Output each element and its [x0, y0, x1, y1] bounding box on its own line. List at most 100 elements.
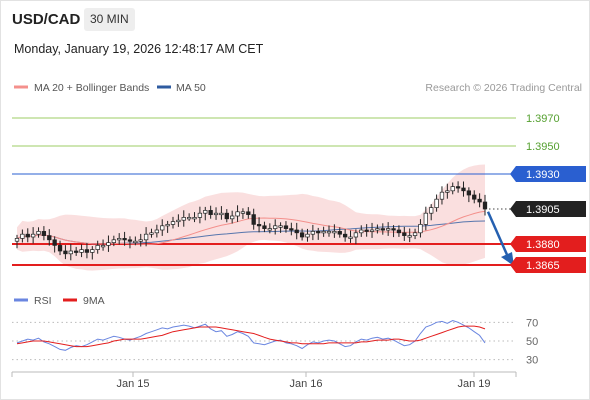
- candle-body: [380, 228, 385, 231]
- candle: [30, 227, 36, 244]
- candle-body: [321, 231, 326, 234]
- candle: [251, 208, 256, 230]
- candle: [445, 183, 450, 199]
- candle: [359, 225, 364, 237]
- candle: [472, 190, 477, 204]
- candle: [224, 209, 229, 223]
- credit-text: Research © 2026 Trading Central: [425, 82, 582, 94]
- candle-body: [213, 212, 219, 216]
- candle-body: [278, 225, 283, 228]
- candle: [192, 212, 197, 223]
- rsi-line: [16, 319, 486, 351]
- candle-body: [262, 225, 267, 229]
- candle-body: [111, 239, 116, 243]
- candle-body: [364, 229, 369, 232]
- candle: [186, 213, 192, 221]
- candle: [133, 236, 138, 246]
- candle: [326, 225, 332, 237]
- candle: [310, 224, 316, 241]
- candle: [84, 243, 90, 259]
- candle: [111, 235, 116, 247]
- timeframe-selector[interactable]: 30 MIN: [84, 8, 135, 31]
- candle-body: [429, 207, 434, 214]
- candle: [106, 235, 111, 252]
- candle: [283, 221, 289, 233]
- candle-body: [95, 245, 100, 250]
- candle-body: [224, 212, 229, 220]
- x-tick-label: Jan 16: [289, 378, 322, 390]
- candle-body: [353, 232, 359, 238]
- price-tag-1.3865: [516, 257, 586, 273]
- candle: [36, 227, 41, 238]
- candle: [154, 224, 160, 238]
- price-tag-pointer: [510, 257, 516, 273]
- candle: [461, 181, 466, 197]
- candle: [342, 228, 348, 242]
- candle: [439, 186, 445, 205]
- candle-body: [482, 201, 488, 210]
- forecast-arrow-head: [501, 252, 514, 266]
- candle: [165, 220, 170, 233]
- candle-body: [251, 214, 256, 225]
- candle-body: [386, 228, 391, 231]
- candle: [321, 226, 326, 237]
- candle-body: [283, 225, 289, 229]
- candle: [402, 226, 407, 241]
- candle-body: [127, 239, 133, 242]
- candle: [348, 230, 353, 243]
- candle: [95, 240, 100, 254]
- rsi-ma-legend-label: 9MA: [83, 295, 105, 307]
- candle: [160, 219, 165, 236]
- candle-body: [47, 235, 52, 241]
- candle: [482, 194, 488, 216]
- candle: [418, 219, 423, 238]
- instrument-title: USD/CAD: [12, 11, 81, 28]
- ma20-line: [16, 210, 486, 245]
- candle: [267, 223, 272, 234]
- candle: [25, 228, 30, 243]
- price-tag-pointer: [510, 201, 516, 217]
- candle-body: [197, 212, 203, 218]
- candle: [63, 245, 68, 260]
- candle: [246, 207, 251, 219]
- candle: [375, 224, 380, 234]
- candle: [117, 233, 122, 245]
- candle: [391, 225, 396, 238]
- candle-body: [407, 235, 412, 238]
- price-level-label: 1.3930: [526, 169, 560, 181]
- price-level-label: 1.3970: [526, 113, 560, 125]
- candle: [47, 229, 52, 246]
- candle-body: [117, 238, 122, 241]
- candle-body: [246, 211, 251, 215]
- candle: [90, 246, 95, 260]
- ma50-legend-label: MA 50: [176, 82, 206, 94]
- candle-body: [450, 186, 455, 192]
- price-tag-1.3905: [516, 201, 586, 217]
- candle: [208, 205, 213, 219]
- candle-body: [203, 210, 208, 214]
- candle-body: [79, 249, 84, 253]
- candle-body: [455, 186, 461, 189]
- candle: [256, 217, 262, 233]
- candle-body: [235, 211, 240, 217]
- candle-body: [186, 217, 192, 220]
- price-level-label: 1.3865: [526, 260, 560, 272]
- candle-body: [267, 228, 272, 231]
- candle: [278, 222, 283, 233]
- candle: [450, 182, 455, 195]
- rsi-ma-line: [16, 325, 486, 348]
- timestamp: Monday, January 19, 2026 12:48:17 AM CET: [14, 42, 264, 56]
- candle-body: [165, 224, 170, 227]
- candle-body: [154, 229, 160, 234]
- candle: [197, 206, 203, 224]
- candle: [396, 225, 402, 237]
- rsi-level-label: 50: [526, 336, 538, 348]
- candle: [423, 206, 428, 231]
- candle-body: [90, 249, 95, 253]
- candle-body: [310, 231, 316, 235]
- candle: [386, 222, 391, 236]
- candle-body: [445, 190, 450, 193]
- candle: [305, 228, 310, 242]
- candle-body: [149, 232, 154, 235]
- candle: [138, 233, 143, 247]
